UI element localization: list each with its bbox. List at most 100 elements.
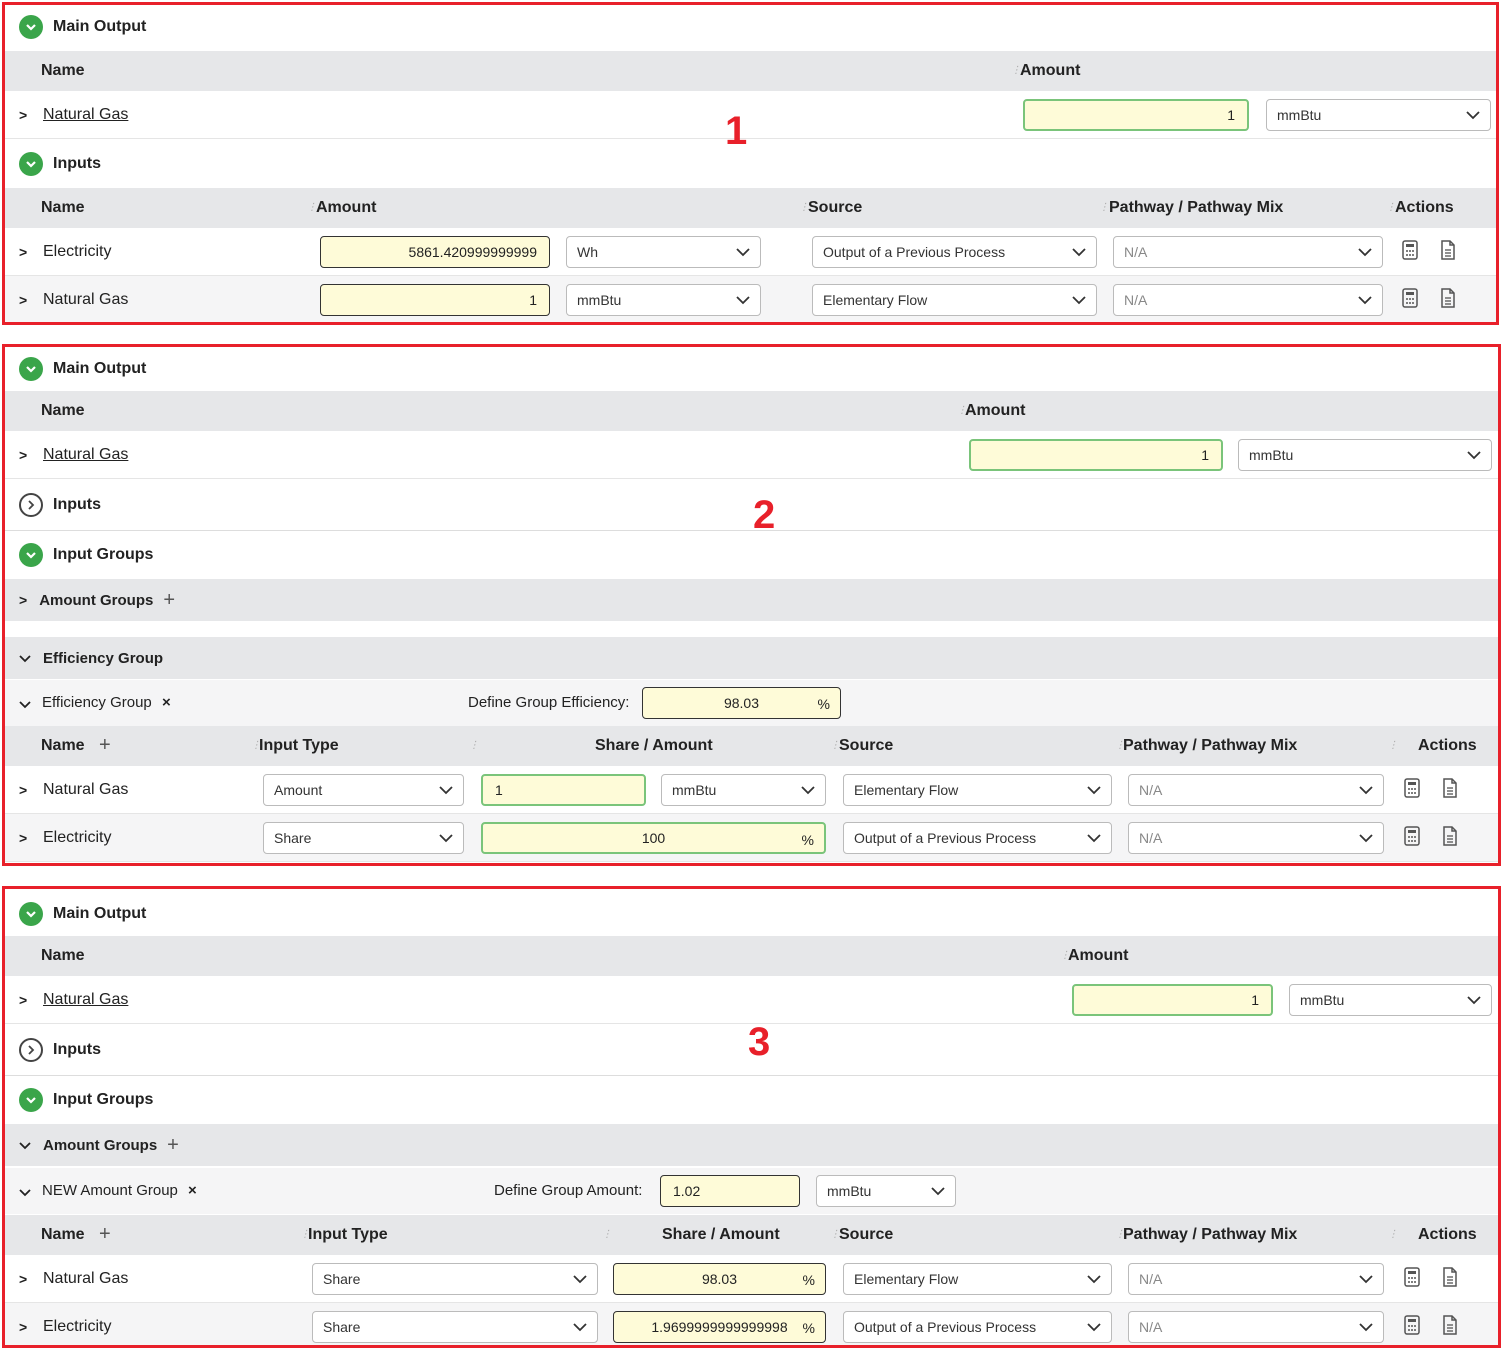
source-value: Elementary Flow	[854, 1271, 959, 1287]
efficiency-group-header[interactable]: Efficiency Group	[5, 637, 1498, 679]
document-icon[interactable]	[1441, 826, 1459, 846]
pathway-select[interactable]: N/A	[1128, 822, 1384, 854]
document-icon[interactable]	[1441, 1315, 1459, 1335]
chevron-right-icon[interactable]: >	[19, 292, 28, 308]
amount-groups-header[interactable]: > Amount Groups +	[5, 579, 1498, 621]
col-resize-handle[interactable]: ⋮	[602, 1229, 612, 1240]
pathway-select[interactable]: N/A	[1128, 774, 1384, 806]
col-resize-handle[interactable]: ⋮	[957, 405, 967, 416]
col-resize-handle[interactable]: ⋮	[1115, 1229, 1125, 1240]
col-resize-handle[interactable]: ⋮	[1060, 950, 1070, 961]
chevron-right-icon[interactable]: >	[19, 447, 28, 463]
unit-select[interactable]: mmBtu	[1238, 439, 1492, 471]
pathway-select[interactable]: N/A	[1128, 1263, 1384, 1295]
inputs-header[interactable]: Inputs	[19, 152, 101, 176]
input-type-select[interactable]: Share	[263, 822, 464, 854]
col-resize-handle[interactable]: ⋮	[799, 202, 809, 213]
source-select[interactable]: Output of a Previous Process	[843, 1311, 1112, 1343]
chevron-right-icon[interactable]: >	[19, 1271, 28, 1287]
unit-select[interactable]: mmBtu	[1266, 99, 1491, 131]
chevron-down-icon[interactable]	[19, 1184, 31, 1201]
input-groups-header[interactable]: Input Groups	[19, 543, 153, 567]
calculator-icon[interactable]	[1403, 1315, 1421, 1335]
calculator-icon[interactable]	[1403, 1267, 1421, 1287]
amount-input[interactable]: 5861.420999999999	[320, 236, 550, 268]
plus-icon[interactable]: +	[167, 1133, 179, 1156]
inputs-header[interactable]: Inputs	[19, 493, 101, 517]
calculator-icon[interactable]	[1401, 288, 1419, 308]
source-select[interactable]: Output of a Previous Process	[843, 822, 1112, 854]
amount-input[interactable]: 1	[481, 774, 646, 806]
amount-input[interactable]: 1	[1072, 984, 1273, 1016]
close-icon[interactable]: ×	[188, 1182, 197, 1199]
share-input[interactable]: 1.9699999999999998%	[613, 1311, 826, 1343]
col-resize-handle[interactable]: ⋮	[1386, 202, 1396, 213]
main-output-header[interactable]: Main Output	[19, 902, 146, 926]
plus-icon[interactable]: +	[99, 1223, 111, 1245]
input-type-select[interactable]: Amount	[263, 774, 464, 806]
amount-input[interactable]: 1	[969, 439, 1223, 471]
document-icon[interactable]	[1439, 288, 1457, 308]
close-icon[interactable]: ×	[162, 694, 171, 711]
pathway-select[interactable]: N/A	[1113, 236, 1383, 268]
document-icon[interactable]	[1439, 240, 1457, 260]
group-unit-select[interactable]: mmBtu	[816, 1175, 956, 1207]
chevron-right-icon[interactable]: >	[19, 782, 28, 798]
chevron-right-icon[interactable]: >	[19, 830, 28, 846]
input-type-select[interactable]: Share	[312, 1311, 598, 1343]
share-input[interactable]: 98.03%	[613, 1263, 826, 1295]
col-resize-handle[interactable]: ⋮	[300, 1229, 310, 1240]
col-resize-handle[interactable]: ⋮	[830, 1229, 840, 1240]
pathway-select[interactable]: N/A	[1113, 284, 1383, 316]
col-resize-handle[interactable]: ⋮	[1011, 65, 1021, 76]
main-output-header[interactable]: Main Output	[19, 15, 146, 39]
group-efficiency-input[interactable]: 98.03%	[642, 687, 841, 719]
col-resize-handle[interactable]: ⋮	[830, 740, 840, 751]
col-resize-handle[interactable]: ⋮	[469, 740, 479, 751]
plus-icon[interactable]: +	[163, 588, 176, 611]
group-amount-input[interactable]: 1.02	[660, 1175, 800, 1207]
amount-groups-header[interactable]: Amount Groups +	[5, 1124, 1498, 1166]
unit-select[interactable]: mmBtu	[566, 284, 761, 316]
chevron-right-icon[interactable]: >	[19, 107, 28, 123]
share-value: 98.03	[701, 1271, 738, 1287]
pathway-select[interactable]: N/A	[1128, 1311, 1384, 1343]
pathway-value: N/A	[1139, 1271, 1163, 1287]
amount-input[interactable]: 1	[1023, 99, 1249, 131]
source-select[interactable]: Output of a Previous Process	[812, 236, 1097, 268]
col-resize-handle[interactable]: ⋮	[1099, 202, 1109, 213]
unit-select[interactable]: mmBtu	[1289, 984, 1492, 1016]
col-resize-handle[interactable]: ⋮	[1388, 740, 1398, 751]
share-input[interactable]: 100%	[481, 822, 826, 854]
inputs-header[interactable]: Inputs	[19, 1038, 101, 1062]
main-output-name-link[interactable]: Natural Gas	[43, 446, 129, 463]
calculator-icon[interactable]	[1403, 778, 1421, 798]
col-resize-handle[interactable]: ⋮	[1115, 740, 1125, 751]
document-icon[interactable]	[1441, 778, 1459, 798]
input-name: Electricity	[43, 243, 112, 260]
input-type-select[interactable]: Share	[312, 1263, 598, 1295]
col-resize-handle[interactable]: ⋮	[251, 740, 261, 751]
main-output-name-link[interactable]: Natural Gas	[43, 991, 129, 1008]
document-icon[interactable]	[1441, 1267, 1459, 1287]
col-resize-handle[interactable]: ⋮	[307, 202, 317, 213]
main-output-header[interactable]: Main Output	[19, 357, 146, 381]
panel-1: Main Output Name ⋮ Amount > Natural Gas …	[2, 2, 1499, 325]
unit-select[interactable]: Wh	[566, 236, 761, 268]
unit-select[interactable]: mmBtu	[661, 774, 826, 806]
source-value: Elementary Flow	[823, 292, 928, 308]
col-resize-handle[interactable]: ⋮	[1388, 1229, 1398, 1240]
chevron-right-icon[interactable]: >	[19, 992, 28, 1008]
amount-input[interactable]: 1	[320, 284, 550, 316]
calculator-icon[interactable]	[1401, 240, 1419, 260]
source-select[interactable]: Elementary Flow	[843, 1263, 1112, 1295]
main-output-name-link[interactable]: Natural Gas	[43, 106, 129, 123]
chevron-right-icon[interactable]: >	[19, 244, 28, 260]
chevron-right-icon[interactable]: >	[19, 1319, 28, 1335]
source-select[interactable]: Elementary Flow	[812, 284, 1097, 316]
input-groups-header[interactable]: Input Groups	[19, 1088, 153, 1112]
calculator-icon[interactable]	[1403, 826, 1421, 846]
source-select[interactable]: Elementary Flow	[843, 774, 1112, 806]
plus-icon[interactable]: +	[99, 734, 111, 756]
chevron-down-icon[interactable]	[19, 696, 31, 713]
